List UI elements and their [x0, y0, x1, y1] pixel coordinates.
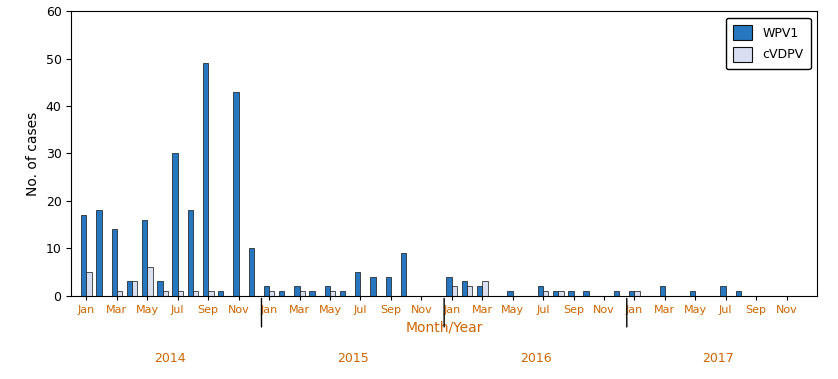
Bar [634, 291, 639, 296]
Bar [158, 281, 163, 296]
Bar [629, 291, 634, 296]
Bar [264, 286, 269, 296]
Bar [447, 277, 452, 296]
Bar [385, 277, 391, 296]
Bar [96, 210, 101, 296]
Bar [178, 291, 183, 296]
Bar [660, 286, 665, 296]
Bar [188, 210, 193, 296]
Bar [340, 291, 345, 296]
Y-axis label: No. of cases: No. of cases [26, 111, 40, 196]
Bar [173, 153, 178, 296]
Bar [355, 272, 360, 296]
Bar [193, 291, 199, 296]
Bar [538, 286, 543, 296]
X-axis label: Month/Year: Month/Year [406, 320, 483, 334]
Bar [86, 272, 92, 296]
Text: 2014: 2014 [154, 352, 186, 365]
Bar [690, 291, 696, 296]
Bar [203, 64, 208, 296]
Bar [111, 229, 116, 296]
Bar [467, 286, 473, 296]
Bar [543, 291, 548, 296]
Bar [401, 253, 406, 296]
Bar [324, 286, 330, 296]
Bar [721, 286, 726, 296]
Bar [370, 277, 375, 296]
Text: 2016: 2016 [520, 352, 551, 365]
Bar [147, 267, 153, 296]
Bar [132, 281, 137, 296]
Bar [249, 248, 254, 296]
Bar [558, 291, 564, 296]
Bar [116, 291, 122, 296]
Text: 2017: 2017 [702, 352, 734, 365]
Bar [269, 291, 274, 296]
Bar [233, 92, 239, 296]
Bar [330, 291, 335, 296]
Bar [507, 291, 513, 296]
Bar [452, 286, 457, 296]
Bar [208, 291, 214, 296]
Bar [477, 286, 482, 296]
Bar [299, 291, 305, 296]
Bar [568, 291, 573, 296]
Bar [309, 291, 315, 296]
Bar [142, 220, 147, 296]
Bar [482, 281, 488, 296]
Bar [736, 291, 741, 296]
Bar [614, 291, 619, 296]
Bar [218, 291, 224, 296]
Bar [553, 291, 558, 296]
Bar [127, 281, 132, 296]
Bar [163, 291, 168, 296]
Bar [462, 281, 467, 296]
Text: 2015: 2015 [337, 352, 369, 365]
Bar [294, 286, 299, 296]
Bar [279, 291, 284, 296]
Bar [81, 215, 86, 296]
Legend: WPV1, cVDPV: WPV1, cVDPV [726, 17, 811, 69]
Bar [583, 291, 589, 296]
